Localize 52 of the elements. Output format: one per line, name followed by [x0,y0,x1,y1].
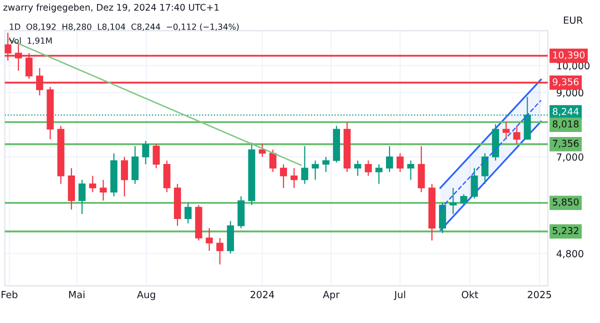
candlestick [100,179,107,202]
candlestick [152,144,160,169]
x-tick-label: 2024 [250,290,274,298]
candlestick [216,237,224,265]
x-tick-label: 2025 [528,290,551,298]
ref-line-label: 5,232 [552,227,578,236]
candlestick [322,156,330,173]
candlestick [132,146,139,184]
candlestick [418,146,425,193]
candlestick [439,202,446,234]
candlestick [280,164,288,189]
text: zwarry freigegeben, Dez 19, 2024 17:40 UTC+1 [3,4,219,12]
x-tick-label: Apr [322,291,340,300]
ref-line-label: 8,018 [552,120,579,129]
ref-line-label: 7,356 [552,140,579,148]
candlestick [364,160,372,176]
candlestick [386,146,394,173]
candlestick [312,160,319,180]
candlestick [481,152,488,184]
x-tick-label: Feb [2,290,18,298]
candlestick [78,179,86,215]
candlestick [269,149,276,173]
ref-line-label: 9,356 [552,78,579,86]
x-tick-label: Aug [137,291,156,300]
candlestick [354,160,362,176]
candlestick [184,202,192,224]
candlestick [142,140,150,165]
candlestick [120,156,128,197]
y-tick-label: 7,000 [556,153,584,162]
candlestick [502,122,510,140]
candlestick [290,168,298,189]
candlestick [460,194,468,206]
candlestick [163,160,170,193]
candlestick [407,160,414,180]
candlestick [301,146,308,184]
annotation: Vol 1,91M [9,37,52,45]
candlestick [450,187,457,215]
ref-line-label: 10,390 [553,51,585,60]
candlestick [89,175,96,193]
x-tick-label: Okt [462,290,478,298]
candlestick [396,152,404,173]
y-tick-label: 4,800 [556,250,584,258]
x-tick-label: Mai [69,290,84,298]
x-tick-label: Jul [394,290,406,300]
ref-line-label: 5,850 [552,198,579,207]
candlestick [375,164,382,184]
ref-line-label: 8,244 [552,108,579,116]
candlestick [206,228,213,252]
text: EUR [564,16,583,24]
annotation: 1D O8,192 H8,280 L8,104 C8,244 −0,112 (−1,34%) [10,23,239,31]
candlestick [470,168,478,200]
candlestick [513,125,520,145]
